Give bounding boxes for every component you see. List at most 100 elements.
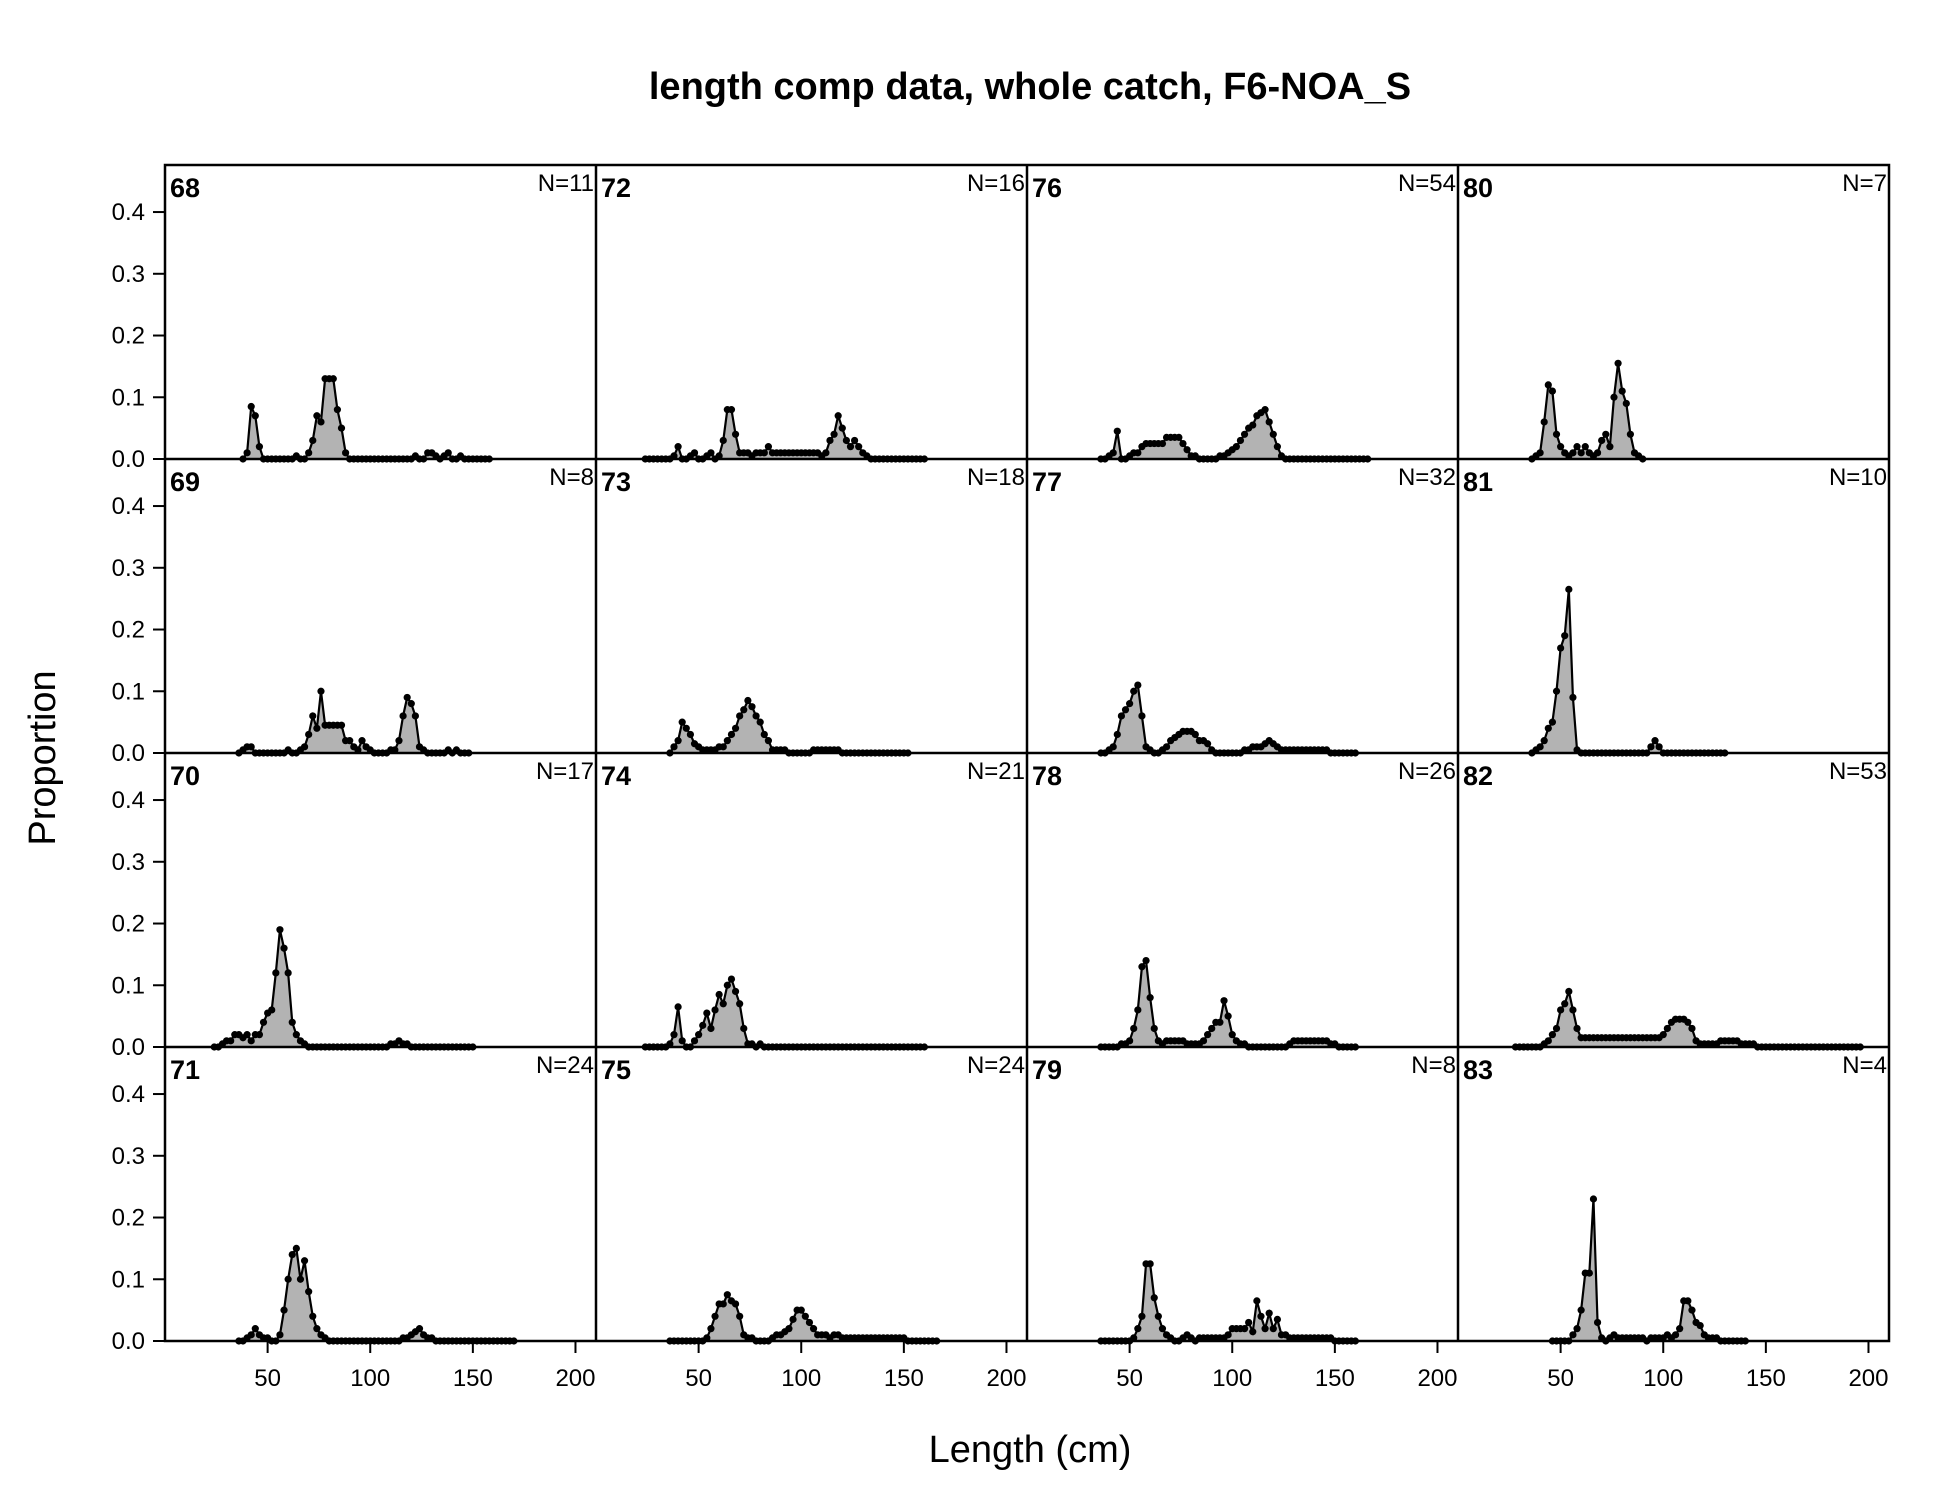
data-point — [247, 743, 255, 751]
data-point — [1134, 449, 1142, 457]
data-point — [748, 703, 756, 711]
data-point — [674, 1003, 682, 1011]
y-tick-label: 0.4 — [112, 1081, 145, 1108]
data-point — [1158, 1325, 1167, 1333]
data-point — [255, 443, 264, 451]
panel-73: 73 N=18 — [601, 464, 1025, 757]
data-point — [1557, 1006, 1565, 1014]
data-point — [690, 449, 699, 457]
data-point — [255, 1031, 264, 1039]
y-tick-label: 0.3 — [112, 261, 145, 288]
data-point — [1598, 436, 1606, 445]
y-tick-label: 0.3 — [112, 555, 145, 582]
data-point — [740, 706, 748, 714]
panel-year-label: 69 — [170, 467, 200, 497]
data-point — [1249, 421, 1257, 429]
data-point — [354, 746, 362, 754]
data-point — [1614, 359, 1622, 367]
data-point — [1544, 724, 1552, 732]
data-point — [1569, 693, 1577, 702]
data-point — [1154, 1312, 1162, 1320]
data-point — [1130, 687, 1138, 695]
data-point — [809, 1325, 818, 1333]
data-point — [280, 1306, 288, 1314]
y-tick-label: 0.2 — [112, 323, 145, 350]
y-tick-label: 0.1 — [112, 384, 145, 411]
data-point — [1577, 1306, 1585, 1314]
data-point — [842, 436, 850, 445]
x-tick-label: 200 — [1417, 1365, 1457, 1392]
panel-sample-size: N=53 — [1829, 758, 1887, 785]
data-point — [300, 743, 309, 751]
panel-year-label: 79 — [1032, 1055, 1062, 1085]
data-point — [686, 730, 695, 739]
data-point — [1158, 439, 1167, 448]
data-point — [300, 1257, 309, 1265]
y-tick-label: 0.4 — [112, 199, 145, 226]
data-point — [247, 402, 255, 411]
data-point — [744, 696, 752, 705]
data-point — [1191, 730, 1199, 739]
area-fill-74 — [645, 979, 925, 1047]
panel-sample-size: N=54 — [1398, 170, 1456, 197]
data-point — [764, 737, 773, 745]
data-point — [1561, 1000, 1569, 1008]
data-point — [723, 737, 731, 745]
data-point — [715, 452, 723, 460]
panel-sample-size: N=10 — [1829, 464, 1887, 491]
data-point — [1240, 1325, 1249, 1333]
data-point — [727, 406, 736, 414]
x-tick-label: 200 — [1848, 1365, 1888, 1392]
data-point — [337, 721, 346, 729]
x-tick-label: 200 — [555, 1365, 595, 1392]
panel-75: 75 N=24 — [601, 1052, 1025, 1345]
data-point — [329, 375, 337, 383]
data-point — [1552, 1024, 1561, 1033]
panel-year-label: 76 — [1032, 173, 1062, 203]
data-point — [313, 1325, 321, 1333]
data-point — [276, 1331, 284, 1339]
x-tick-label: 150 — [884, 1365, 924, 1392]
data-point — [1138, 963, 1146, 971]
panel-sample-size: N=17 — [536, 758, 594, 785]
x-tick-label: 50 — [685, 1365, 712, 1392]
x-tick-label: 100 — [350, 1365, 390, 1392]
data-point — [703, 1009, 711, 1017]
y-tick-label: 0.4 — [112, 493, 145, 520]
data-point — [1273, 1315, 1281, 1323]
data-point — [1183, 446, 1191, 454]
data-point — [444, 449, 452, 457]
data-point — [391, 746, 399, 754]
data-point — [333, 406, 341, 414]
data-point — [707, 1024, 715, 1033]
y-tick-label: 0.1 — [112, 678, 145, 705]
panel-sample-size: N=8 — [1411, 1052, 1456, 1079]
x-tick-label: 200 — [986, 1365, 1026, 1392]
x-tick-label: 100 — [1643, 1365, 1683, 1392]
data-point — [1663, 1024, 1671, 1033]
data-point — [731, 1300, 740, 1308]
panel-year-label: 81 — [1463, 467, 1493, 497]
data-point — [1224, 1012, 1232, 1020]
data-point — [1684, 1018, 1692, 1026]
x-tick-label: 100 — [781, 1365, 821, 1392]
data-point — [797, 1306, 805, 1314]
x-tick-label: 50 — [1116, 1365, 1143, 1392]
data-point — [1647, 743, 1655, 751]
data-point — [1676, 1325, 1684, 1333]
data-point — [1138, 712, 1146, 720]
data-point — [756, 718, 764, 726]
data-point — [1126, 1037, 1134, 1045]
data-point — [1130, 1024, 1138, 1033]
panel-year-label: 77 — [1032, 467, 1062, 497]
data-point — [1113, 730, 1121, 739]
data-point — [296, 1275, 305, 1283]
panel-77: 77 N=32 — [1032, 464, 1456, 757]
data-point — [1134, 1006, 1142, 1014]
data-point — [1573, 1325, 1581, 1333]
data-point — [731, 430, 740, 438]
area-fill-79 — [1100, 1263, 1356, 1341]
data-point — [227, 1037, 235, 1045]
y-tick-label: 0.2 — [112, 1205, 145, 1232]
data-point — [740, 1024, 748, 1033]
